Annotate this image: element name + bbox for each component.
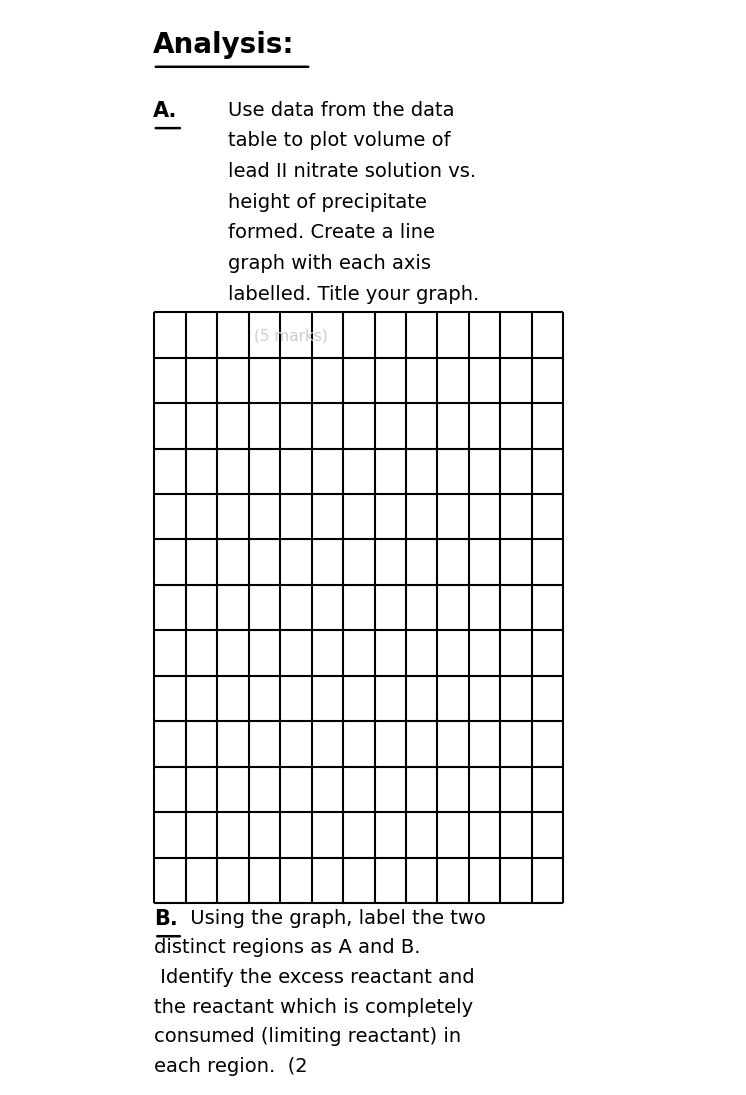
Text: Identify the excess reactant and: Identify the excess reactant and bbox=[154, 968, 475, 987]
Text: A.: A. bbox=[153, 101, 178, 120]
Text: formed. Create a line: formed. Create a line bbox=[228, 223, 434, 242]
Text: consumed (limiting reactant) in: consumed (limiting reactant) in bbox=[154, 1027, 462, 1046]
Text: graph with each axis: graph with each axis bbox=[228, 254, 430, 273]
Text: lead II nitrate solution vs.: lead II nitrate solution vs. bbox=[228, 162, 476, 181]
Text: (5 marks): (5 marks) bbox=[254, 328, 327, 344]
Text: Use data from the data: Use data from the data bbox=[228, 101, 454, 119]
Text: height of precipitate: height of precipitate bbox=[228, 193, 427, 211]
Text: distinct regions as A and B.: distinct regions as A and B. bbox=[154, 938, 421, 957]
Text: labelled. Title your graph.: labelled. Title your graph. bbox=[228, 285, 479, 303]
Text: B.: B. bbox=[154, 909, 178, 929]
Text: Analysis:: Analysis: bbox=[153, 31, 295, 59]
Text: Using the graph, label the two: Using the graph, label the two bbox=[184, 909, 486, 927]
Text: the reactant which is completely: the reactant which is completely bbox=[154, 998, 474, 1016]
Text: table to plot volume of: table to plot volume of bbox=[228, 131, 450, 150]
Text: each region.  (2: each region. (2 bbox=[154, 1057, 308, 1075]
